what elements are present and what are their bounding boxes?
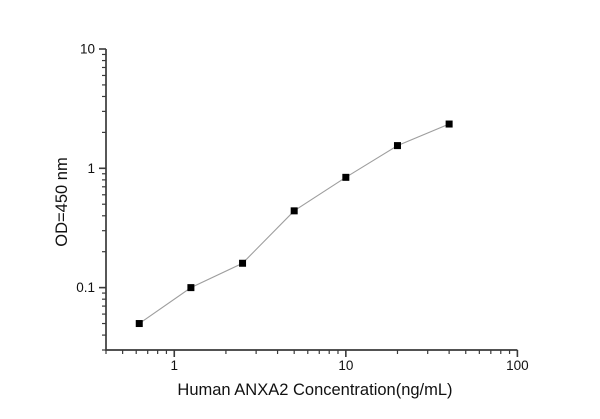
data-series	[135, 120, 453, 328]
data-point	[445, 120, 453, 128]
x-tick-label: 10	[338, 358, 353, 373]
x-tick-label: 1	[171, 358, 179, 373]
data-point	[393, 142, 401, 150]
y-tick-label: 10	[80, 42, 95, 57]
series-line	[138, 123, 450, 324]
data-point	[239, 259, 247, 267]
data-point	[187, 284, 195, 292]
y-axis-label: OD=450 nm	[53, 157, 71, 246]
data-point	[290, 207, 298, 215]
y-tick-label: 1	[87, 161, 95, 176]
data-point	[135, 320, 143, 328]
x-tick-label: 100	[506, 358, 529, 373]
x-axis-label: Human ANXA2 Concentration(ng/mL)	[177, 381, 452, 399]
data-point	[342, 173, 350, 181]
axis-ticks	[99, 48, 519, 357]
axis-tick-labels: 1 10 100 0.1 1 10	[76, 42, 528, 374]
y-tick-label: 0.1	[76, 280, 95, 295]
